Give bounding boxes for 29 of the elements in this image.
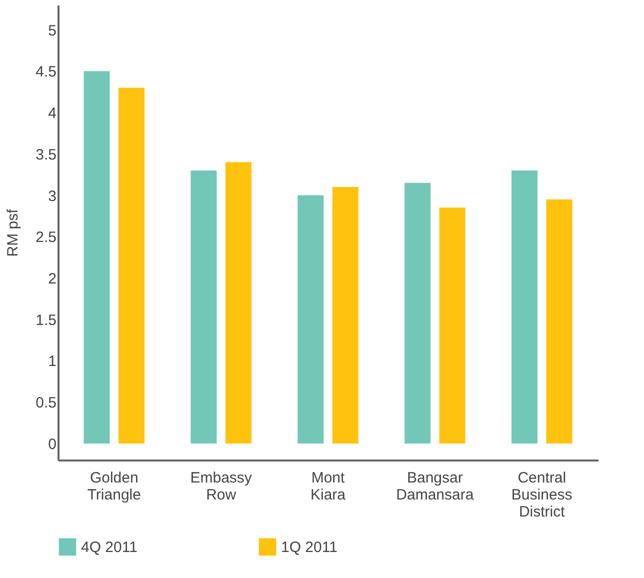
y-tick-label: 3 (48, 188, 56, 205)
bar (546, 199, 572, 444)
y-tick-label: 2.5 (36, 229, 56, 246)
x-tick-label: Central Business District (511, 470, 572, 520)
y-tick-label: 2 (48, 270, 56, 288)
bar (84, 71, 110, 444)
bar (190, 170, 217, 444)
y-axis-title: RM psf (4, 208, 22, 257)
x-tick-label: Mont Kiara (310, 470, 346, 504)
bar (439, 208, 466, 444)
y-tick-label: 1.5 (36, 312, 56, 329)
y-tick-label: 3.5 (36, 146, 56, 164)
y-tick-label: 0 (48, 436, 56, 453)
y-tick-label: 4 (48, 105, 56, 122)
y-tick-label: 0.5 (36, 394, 56, 412)
bar (298, 195, 324, 444)
x-tick-label: Embassy Row (190, 470, 252, 504)
legend-label: 1Q 2011 (281, 538, 338, 556)
bar (511, 170, 538, 444)
x-tick-label: Golden Triangle (87, 470, 141, 504)
bar (404, 182, 431, 444)
bar (118, 88, 145, 444)
y-tick-label: 1 (48, 353, 56, 370)
y-tick-label: 4.5 (36, 64, 56, 81)
y-tick-label: 5 (48, 22, 56, 40)
x-tick-label: Bangsar Damansara (396, 470, 474, 504)
bar (225, 162, 252, 444)
legend-label: 4Q 2011 (81, 538, 138, 556)
bar (332, 187, 358, 444)
